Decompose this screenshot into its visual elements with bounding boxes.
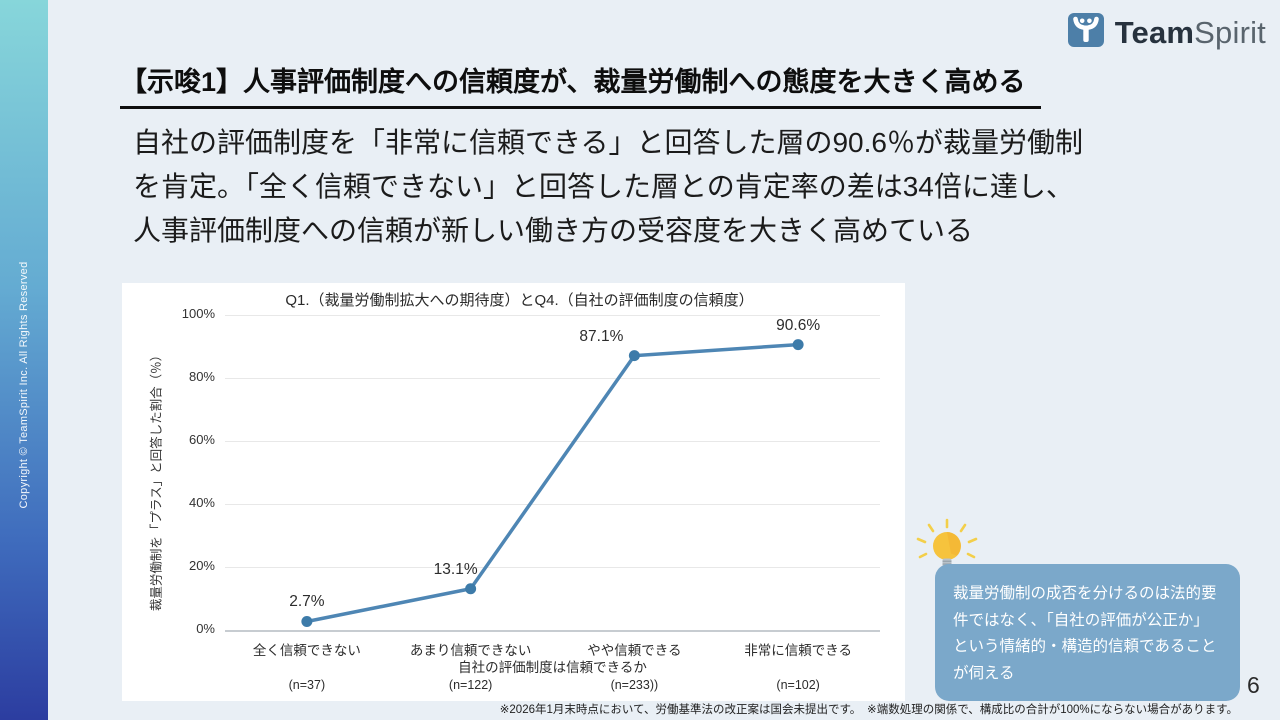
teamspirit-logo: TeamSpirit — [1067, 10, 1266, 55]
x-tick-label: 非常に信頼できる — [744, 643, 852, 658]
gridline — [225, 441, 880, 442]
page-number: 6 — [1247, 672, 1260, 698]
lead-paragraph: 自社の評価制度を「非常に信頼できる」と回答した層の90.6％が裁量労働制 を肯定… — [133, 121, 1083, 253]
page-title: 【示唆1】人事評価制度への信頼度が、裁量労働制への態度を大きく高める — [120, 60, 1042, 109]
x-tick-label: 全く信頼できない — [252, 643, 361, 658]
chart-title: Q1.（裁量労働制拡大への期待度）とQ4.（自社の評価制度の信頼度） — [285, 292, 754, 309]
data-point-label: 13.1% — [433, 560, 478, 578]
data-point-label: 2.7% — [289, 593, 325, 611]
logo-team-text: Team — [1114, 14, 1195, 50]
y-tick-label: 20% — [188, 558, 215, 573]
gridline — [225, 567, 880, 568]
teamspirit-mark-icon — [1067, 10, 1107, 55]
lightbulb-icon — [916, 518, 978, 585]
y-tick-label: 100% — [181, 306, 215, 321]
logo-spirit-text: Spirit — [1194, 14, 1266, 50]
data-point-marker — [301, 615, 313, 627]
x-axis-label: 自社の評価制度は信頼できるか — [458, 660, 647, 675]
lead-line: 人事評価制度への信頼が新しい働き方の受容度を大きく高めている — [133, 215, 974, 246]
x-tick-label: やや信頼できる — [587, 643, 682, 658]
n-count-label: (n=122) — [448, 678, 493, 692]
data-point-marker — [792, 339, 804, 351]
gridline — [225, 630, 880, 632]
n-count-label: (n=233)) — [610, 678, 659, 692]
data-point-label: 90.6% — [776, 316, 821, 334]
line-series — [301, 339, 804, 627]
y-tick-label: 40% — [188, 495, 215, 510]
data-point-marker — [628, 350, 640, 362]
lead-line: を肯定。「全く信頼できない」と回答した層との肯定率の差は34倍に達し、 — [133, 171, 1074, 202]
brand-sidebar: Copyright © TeamSpirit Inc. All Rights R… — [0, 0, 48, 720]
n-count-label: (n=102) — [776, 678, 820, 692]
lead-line: 自社の評価制度を「非常に信頼できる」と回答した層の90.6％が裁量労働制 — [133, 127, 1083, 158]
data-point-marker — [465, 583, 477, 595]
n-count-label: (n=37) — [288, 678, 326, 692]
y-tick-label: 80% — [188, 369, 215, 384]
y-tick-label: 0% — [196, 621, 215, 636]
gridline — [225, 504, 880, 505]
insight-callout: 裁量労働制の成否を分けるのは法的要件ではなく、「自社の評価が公正か」という情緒的… — [935, 564, 1240, 701]
gridline — [225, 315, 880, 316]
x-tick-label: あまり信頼できない — [409, 643, 532, 658]
line-chart-plot-area: 自社の評価制度は信頼できるか 0% 20% 40% 60% 80% 100% 2.7% 13.… — [182, 306, 880, 692]
logo-wordmark: TeamSpirit — [1115, 15, 1266, 51]
copyright-text: Copyright © TeamSpirit Inc. All Rights R… — [18, 261, 30, 509]
gridline — [225, 378, 880, 379]
data-point-label: 87.1% — [579, 327, 624, 345]
footnote: ※2026年1月末時点において、労働基準法の改正案は国会未提出です。 ※端数処理… — [499, 704, 1238, 716]
y-tick-label: 60% — [188, 432, 215, 447]
chart-card: Q1.（裁量労働制拡大への期待度）とQ4.（自社の評価制度の信頼度） 裁量労働制… — [122, 283, 905, 701]
